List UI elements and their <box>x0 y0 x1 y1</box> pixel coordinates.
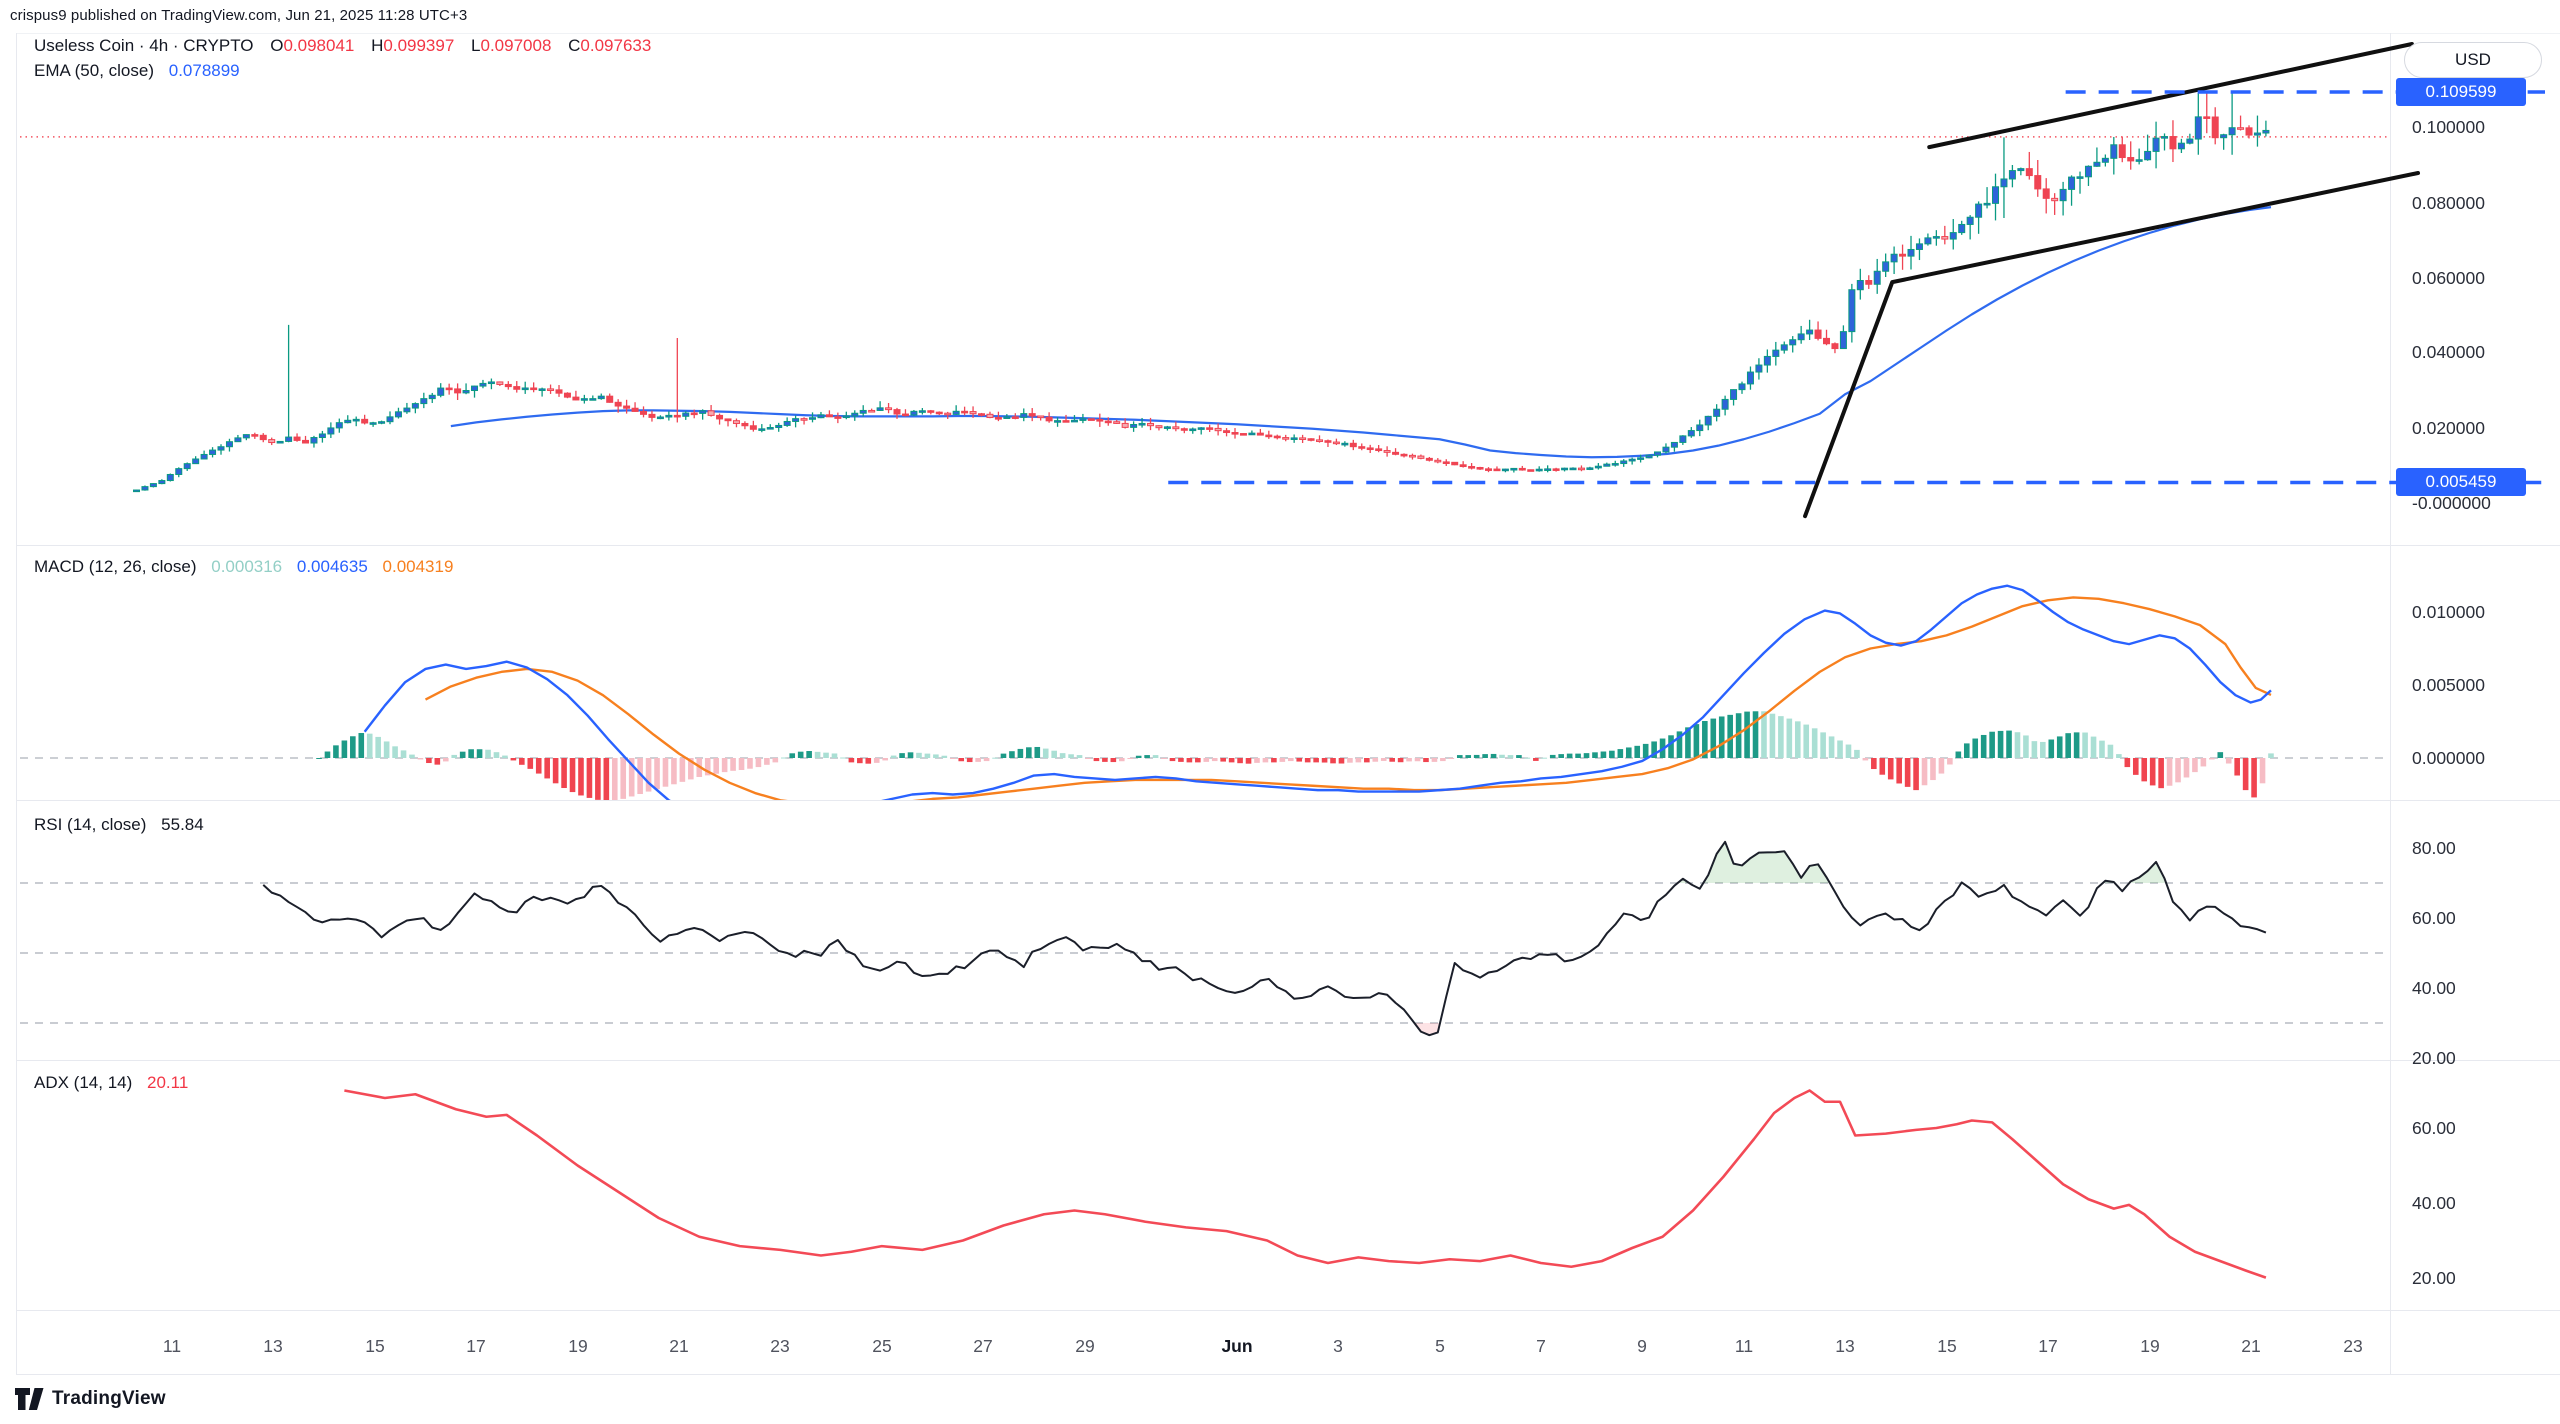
svg-text:23: 23 <box>2343 1336 2362 1356</box>
close-value: 0.097633 <box>580 36 652 55</box>
svg-text:11: 11 <box>1735 1336 1753 1356</box>
macd-line <box>363 584 2272 800</box>
svg-text:23: 23 <box>770 1336 789 1356</box>
adx-legend-row: ADX (14, 14) 20.11 <box>34 1073 188 1093</box>
macd-signal-line <box>424 596 2272 800</box>
rsi-oversold-fill <box>263 1023 2266 1036</box>
svg-text:19: 19 <box>2140 1336 2159 1356</box>
svg-text:0.000000: 0.000000 <box>2412 748 2485 768</box>
svg-text:0.005000: 0.005000 <box>2412 675 2485 695</box>
svg-text:7: 7 <box>1536 1336 1546 1356</box>
svg-text:40.00: 40.00 <box>2412 1193 2456 1213</box>
svg-text:0.080000: 0.080000 <box>2412 193 2485 213</box>
svg-text:0.010000: 0.010000 <box>2412 602 2485 622</box>
ema50-line <box>450 206 2272 459</box>
svg-text:13: 13 <box>1835 1336 1854 1356</box>
tradingview-logo-text: TradingView <box>52 1388 166 1409</box>
rsi-indicator-label[interactable]: RSI (14, close) <box>34 815 147 834</box>
close-label: C <box>568 36 581 55</box>
svg-text:Jun: Jun <box>1221 1336 1252 1356</box>
svg-text:9: 9 <box>1637 1336 1647 1356</box>
candlesticks <box>133 92 2270 493</box>
svg-text:3: 3 <box>1333 1336 1343 1356</box>
symbol-title[interactable]: Useless Coin · 4h · CRYPTO <box>34 36 254 55</box>
svg-text:11: 11 <box>163 1336 181 1356</box>
svg-text:21: 21 <box>2241 1336 2260 1356</box>
svg-text:17: 17 <box>2038 1336 2057 1356</box>
channel-upper-trendline[interactable] <box>1927 42 2414 150</box>
ema-legend-row: EMA (50, close) 0.078899 <box>34 61 240 81</box>
svg-text:27: 27 <box>973 1336 992 1356</box>
tradingview-logo[interactable]: TradingView <box>14 1384 166 1414</box>
time-axis-labels: 11 13 15 17 19 21 23 25 27 29 Jun 3 5 7 9 11 13 15 17 19 21 2… <box>163 1336 2363 1356</box>
svg-text:19: 19 <box>568 1336 587 1356</box>
rsi-line <box>262 840 2267 1037</box>
svg-text:60.00: 60.00 <box>2412 908 2456 928</box>
svg-text:20.00: 20.00 <box>2412 1268 2456 1288</box>
time-axis[interactable] <box>16 1310 2390 1374</box>
currency-toggle-button[interactable]: USD <box>2404 42 2542 78</box>
rsi-legend-row: RSI (14, close) 55.84 <box>34 815 204 835</box>
rsi-overbought-fill <box>263 841 2266 883</box>
svg-text:15: 15 <box>365 1336 384 1356</box>
svg-text:5: 5 <box>1435 1336 1445 1356</box>
macd-indicator-label[interactable]: MACD (12, 26, close) <box>34 557 197 576</box>
adx-line <box>344 1089 2267 1279</box>
high-label: H <box>371 36 384 55</box>
low-label: L <box>471 36 481 55</box>
support-price-badge: 0.005459 <box>2396 468 2526 496</box>
macd-hist-value: 0.000316 <box>211 557 283 576</box>
svg-text:17: 17 <box>466 1336 485 1356</box>
adx-indicator-label[interactable]: ADX (14, 14) <box>34 1073 133 1092</box>
svg-text:29: 29 <box>1075 1336 1094 1356</box>
svg-text:25: 25 <box>872 1336 891 1356</box>
open-label: O <box>270 36 284 55</box>
low-value: 0.097008 <box>480 36 552 55</box>
open-value: 0.098041 <box>283 36 355 55</box>
macd-signal-value: 0.004319 <box>382 557 454 576</box>
svg-text:20.00: 20.00 <box>2412 1048 2456 1068</box>
macd-histogram <box>316 711 2274 800</box>
adx-value: 20.11 <box>147 1073 189 1092</box>
svg-text:0.020000: 0.020000 <box>2412 418 2485 438</box>
macd-line-value: 0.004635 <box>296 557 368 576</box>
published-attribution: crispus9 published on TradingView.com, J… <box>10 7 468 24</box>
symbol-legend-row: Useless Coin · 4h · CRYPTO O0.098041 H0.… <box>34 36 651 56</box>
rsi-value: 55.84 <box>161 815 204 834</box>
high-value: 0.099397 <box>383 36 455 55</box>
tradingview-logo-icon <box>15 1388 44 1410</box>
svg-text:13: 13 <box>263 1336 282 1356</box>
resistance-price-badge: 0.109599 <box>2396 78 2526 106</box>
svg-text:40.00: 40.00 <box>2412 978 2456 998</box>
svg-text:15: 15 <box>1937 1336 1956 1356</box>
macd-legend-row: MACD (12, 26, close) 0.000316 0.004635 0… <box>34 557 453 577</box>
svg-text:21: 21 <box>669 1336 688 1356</box>
ema-value: 0.078899 <box>168 61 240 80</box>
svg-text:-0.000000: -0.000000 <box>2412 493 2491 513</box>
svg-text:0.040000: 0.040000 <box>2412 342 2485 362</box>
ema-indicator-label[interactable]: EMA (50, close) <box>34 61 154 80</box>
right-axis-labels: 0.100000 0.080000 0.060000 0.040000 0.020000… <box>2412 117 2491 1288</box>
channel-lower-trendline[interactable] <box>1803 171 2421 519</box>
price-axis[interactable] <box>2390 33 2560 1374</box>
panel-separators <box>16 33 2560 1375</box>
svg-text:80.00: 80.00 <box>2412 838 2456 858</box>
svg-text:60.00: 60.00 <box>2412 1118 2456 1138</box>
svg-text:0.100000: 0.100000 <box>2412 117 2485 137</box>
svg-text:0.060000: 0.060000 <box>2412 268 2485 288</box>
